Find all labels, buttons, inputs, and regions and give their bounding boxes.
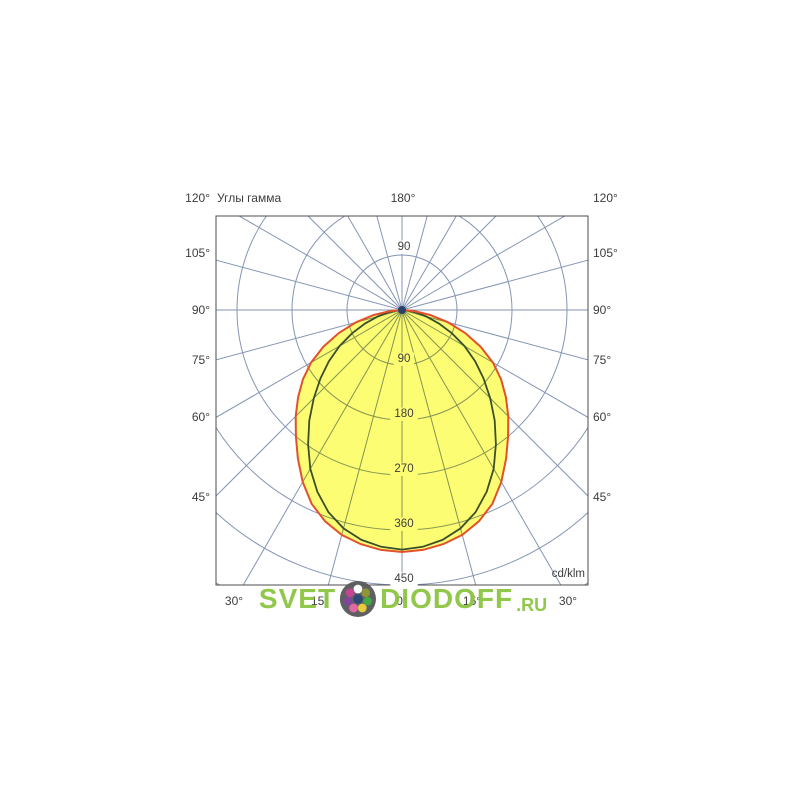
grid-radial-line	[216, 309, 403, 361]
gamma-label-right: 45°	[593, 490, 611, 504]
radial-tick-label: 270	[394, 463, 413, 475]
logo-dot	[345, 588, 355, 598]
polar-center-dot	[398, 306, 406, 314]
gamma-label-right: 60°	[593, 410, 611, 424]
gamma-label-left: 75°	[192, 353, 210, 367]
chart-title: Углы гамма	[217, 191, 281, 205]
grid-radial-line	[238, 216, 403, 311]
gamma-label-bottom: 0°	[396, 594, 408, 608]
logo-dot	[344, 596, 353, 606]
gamma-label-left: 90°	[192, 303, 210, 317]
logo-center-dot	[353, 594, 363, 604]
grid-radial-line	[401, 259, 588, 311]
grid-radial-line	[401, 216, 457, 311]
logo-dot	[361, 588, 371, 598]
gamma-label-bottom: 30°	[559, 594, 577, 608]
watermark-text-ru: .RU	[516, 595, 548, 615]
grid-radial-line	[401, 216, 566, 311]
radial-tick-label: 180	[394, 408, 413, 420]
radial-tick-label: 90	[398, 353, 411, 365]
gamma-label-bottom: 15°	[311, 594, 329, 608]
watermark-logo-icon	[340, 580, 377, 618]
radial-tick-label: 90	[398, 241, 411, 253]
tick-label-backdrop	[390, 462, 418, 476]
logo-dot	[363, 596, 373, 606]
watermark-text-svet: SVET	[258, 583, 337, 614]
gamma-label-right: 105°	[593, 246, 618, 260]
grid-radial-line	[216, 259, 403, 311]
tick-label-backdrop	[393, 240, 415, 254]
gamma-label-right: 90°	[593, 303, 611, 317]
grid-radial-line	[347, 216, 403, 311]
units-label: cd/klm	[552, 568, 585, 580]
watermark: SVET DIODOFF .RU	[259, 580, 547, 618]
gamma-label-left: 45°	[192, 490, 210, 504]
grid-radial-line	[307, 216, 403, 311]
grid-radial-line	[376, 216, 403, 311]
intensity-curve-c90-270	[307, 309, 497, 551]
gamma-label-top: 180°	[391, 191, 416, 205]
logo-dot	[353, 584, 363, 594]
gamma-label-right: 75°	[593, 353, 611, 367]
gamma-label-bottom: 15°	[463, 594, 481, 608]
gamma-label-bottom: 30°	[225, 594, 243, 608]
tick-label-backdrop	[393, 352, 415, 366]
radial-tick-label: 360	[394, 518, 413, 530]
watermark-text-diodoff: DIODOFF	[380, 583, 514, 614]
grid-radial-line	[401, 216, 428, 311]
gamma-label-right: 120°	[593, 191, 618, 205]
intensity-fill	[295, 310, 509, 552]
gamma-label-left: 120°	[185, 191, 210, 205]
logo-dot	[349, 603, 359, 613]
tick-label-backdrop	[390, 407, 418, 421]
tick-label-backdrop	[390, 517, 418, 531]
plot-area	[216, 216, 588, 585]
gamma-label-left: 60°	[192, 410, 210, 424]
grid-radial-line	[401, 309, 588, 361]
radial-tick-label: 450	[394, 573, 413, 585]
intensity-curve-c0-180	[294, 309, 510, 554]
grid-radial-line	[401, 216, 497, 311]
logo-dot	[358, 603, 367, 613]
tick-label-backdrop	[390, 572, 418, 586]
gamma-label-left: 105°	[185, 246, 210, 260]
